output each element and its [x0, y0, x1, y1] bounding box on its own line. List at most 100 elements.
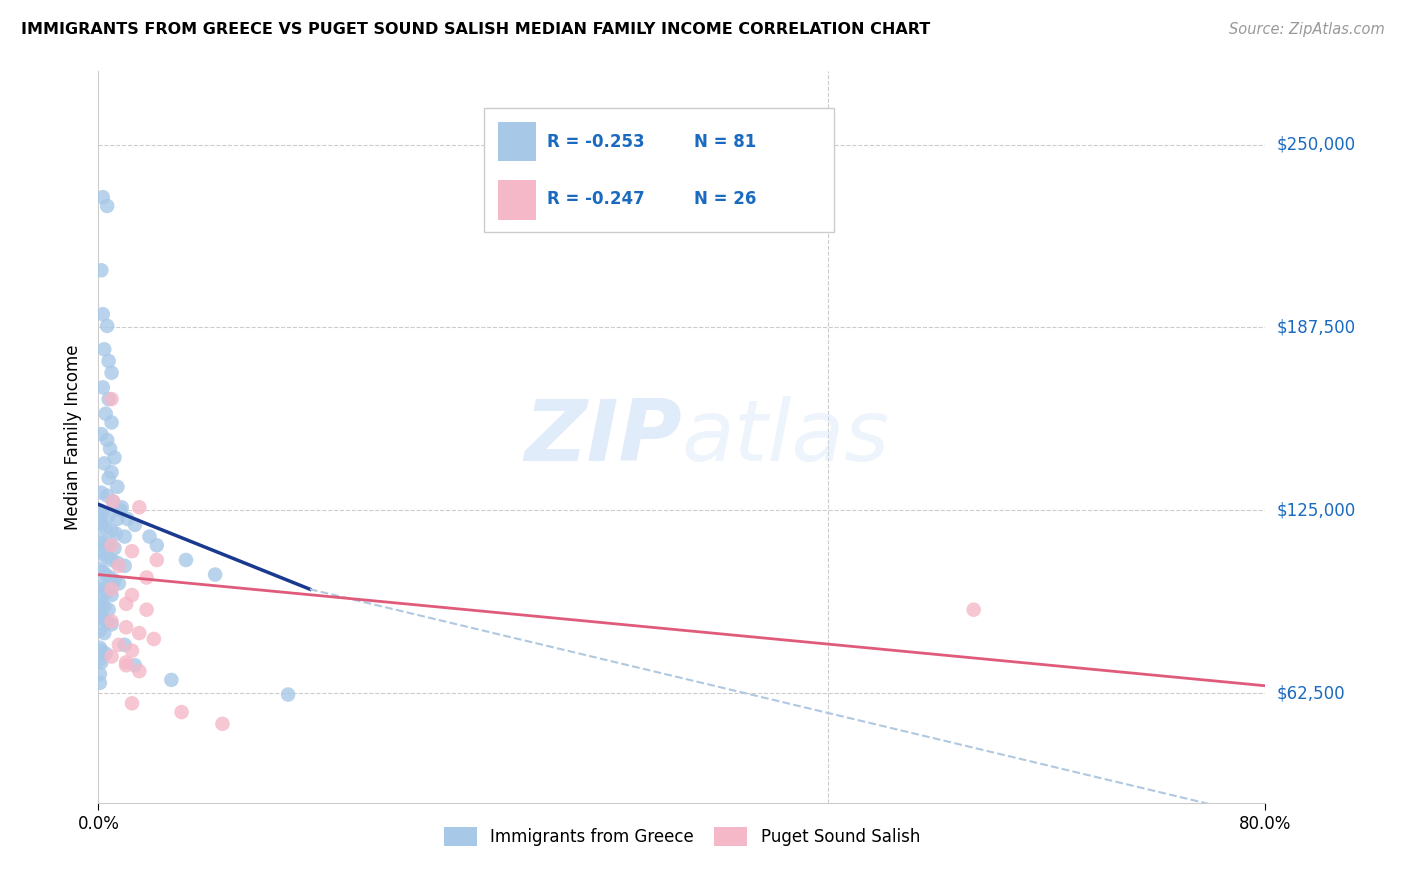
Point	[146, 553, 169, 567]
Point	[117, 512, 139, 526]
Point	[97, 603, 120, 617]
Point	[93, 457, 115, 471]
Point	[93, 343, 115, 357]
Point	[128, 626, 150, 640]
Point	[105, 556, 128, 570]
Text: $187,500: $187,500	[1277, 318, 1355, 336]
Point	[89, 544, 111, 558]
Point	[1284, 676, 1306, 690]
Point	[91, 307, 114, 321]
Point	[115, 620, 138, 634]
Point	[89, 515, 111, 529]
Point	[105, 480, 128, 494]
Point	[105, 512, 128, 526]
Point	[128, 664, 150, 678]
Point	[277, 688, 299, 702]
Point	[100, 524, 122, 538]
Point	[115, 658, 138, 673]
Point	[100, 366, 122, 380]
Point	[89, 503, 111, 517]
Y-axis label: Median Family Income: Median Family Income	[65, 344, 83, 530]
Point	[115, 597, 138, 611]
Point	[111, 500, 134, 515]
Point	[96, 199, 118, 213]
Point	[100, 617, 122, 632]
Point	[170, 705, 193, 719]
Point	[89, 652, 111, 666]
Point	[90, 517, 112, 532]
Point	[94, 407, 117, 421]
Point	[93, 626, 115, 640]
Point	[142, 632, 165, 646]
Point	[97, 509, 120, 524]
Point	[96, 433, 118, 447]
Point	[115, 656, 138, 670]
Point	[100, 392, 122, 406]
Point	[100, 465, 122, 479]
Point	[100, 553, 122, 567]
Point	[108, 558, 131, 573]
Point	[89, 623, 111, 637]
Point	[114, 530, 136, 544]
Legend: Immigrants from Greece, Puget Sound Salish: Immigrants from Greece, Puget Sound Sali…	[437, 821, 927, 853]
Point	[94, 647, 117, 661]
Point	[114, 638, 136, 652]
Point	[135, 570, 157, 584]
Point	[211, 716, 233, 731]
Point	[103, 450, 125, 465]
Point	[91, 380, 114, 394]
Text: $125,000: $125,000	[1277, 501, 1355, 519]
Point	[91, 565, 114, 579]
Point	[97, 471, 120, 485]
Point	[124, 658, 146, 673]
Point	[121, 643, 143, 657]
Point	[90, 263, 112, 277]
Point	[100, 615, 122, 629]
Point	[97, 354, 120, 368]
Point	[93, 535, 115, 549]
Point	[96, 549, 118, 564]
Point	[108, 576, 131, 591]
Point	[128, 500, 150, 515]
Point	[204, 567, 226, 582]
Point	[90, 485, 112, 500]
Point	[100, 416, 122, 430]
Text: IMMIGRANTS FROM GREECE VS PUGET SOUND SALISH MEDIAN FAMILY INCOME CORRELATION CH: IMMIGRANTS FROM GREECE VS PUGET SOUND SA…	[21, 22, 931, 37]
Point	[101, 494, 124, 508]
Point	[174, 553, 197, 567]
Text: $250,000: $250,000	[1277, 136, 1355, 153]
Point	[91, 611, 114, 625]
Point	[97, 538, 120, 552]
Point	[91, 547, 114, 561]
Point	[89, 533, 111, 547]
Point	[962, 603, 984, 617]
Point	[96, 318, 118, 333]
Point	[91, 582, 114, 597]
Point	[96, 615, 118, 629]
Point	[100, 538, 122, 552]
Point	[100, 588, 122, 602]
Point	[90, 427, 112, 442]
Text: Source: ZipAtlas.com: Source: ZipAtlas.com	[1229, 22, 1385, 37]
Point	[91, 190, 114, 204]
Point	[97, 392, 120, 406]
Point	[89, 608, 111, 623]
Text: $62,500: $62,500	[1277, 684, 1346, 702]
Point	[103, 574, 125, 588]
Point	[89, 594, 111, 608]
Point	[94, 567, 117, 582]
Point	[124, 517, 146, 532]
Point	[93, 599, 115, 614]
Point	[89, 667, 111, 681]
Point	[98, 570, 121, 584]
Point	[108, 638, 131, 652]
Point	[103, 541, 125, 556]
Point	[160, 673, 183, 687]
Point	[89, 640, 111, 655]
Point	[90, 656, 112, 670]
Point	[90, 643, 112, 657]
Point	[98, 442, 121, 456]
Point	[89, 579, 111, 593]
Point	[101, 494, 124, 508]
Point	[121, 588, 143, 602]
